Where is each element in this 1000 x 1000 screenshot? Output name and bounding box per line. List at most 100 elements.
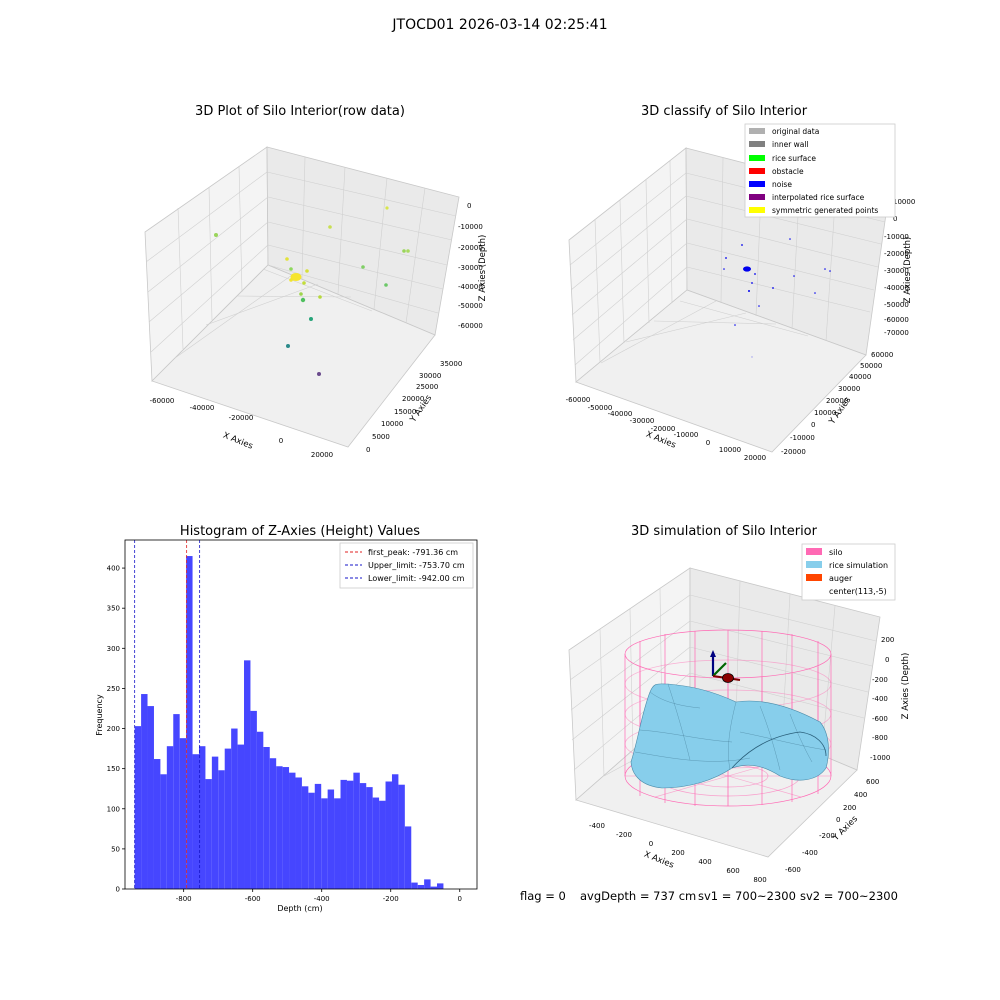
histogram-bar (166, 746, 174, 889)
x-tick: -200 (616, 831, 632, 839)
histogram-bar (359, 783, 367, 889)
legend-swatch-obstacle (749, 168, 765, 174)
histogram-bars (134, 556, 444, 889)
legend-swatch-silo (806, 548, 822, 555)
legend-label: auger (829, 574, 853, 583)
x-tick: -400 (314, 895, 330, 903)
histogram-bar (366, 787, 373, 889)
y-tick: 25000 (416, 383, 438, 391)
legend-label: Upper_limit: -753.70 cm (368, 561, 465, 570)
histogram-bar (173, 714, 180, 889)
legend-label: silo (829, 548, 843, 557)
y-tick: 350 (107, 605, 120, 613)
legend-label: symmetric generated points (772, 206, 878, 215)
histogram-bar (321, 798, 328, 889)
histogram-bar (417, 884, 425, 889)
legend-swatch-noise (749, 181, 765, 187)
legend-swatch-rice-simulation (806, 561, 822, 568)
x-tick: 0 (458, 895, 462, 903)
histogram-bar (147, 706, 154, 889)
x-tick: -400 (589, 822, 605, 830)
y-tick: 30000 (838, 385, 860, 393)
z-tick: -800 (872, 734, 888, 742)
z-tick: -50000 (884, 301, 909, 309)
legend-label: original data (772, 127, 819, 136)
y-tick: 60000 (871, 351, 893, 359)
depth-histogram: -800 -600 -400 -200 0 0 50 100 150 200 250 300 350 4… (95, 539, 478, 913)
z-tick: 0 (885, 656, 889, 664)
y-tick: 35000 (440, 360, 462, 368)
x-tick: -60000 (150, 397, 175, 405)
silo-simulation-3d-plot: -400 -200 0 200 400 600 800 -600 -400 -2… (568, 543, 911, 884)
x-tick: -40000 (190, 404, 215, 412)
histogram-bar (301, 786, 309, 889)
x-tick: 20000 (311, 451, 333, 459)
legend-label: Lower_limit: -942.00 cm (368, 574, 465, 583)
legend-swatch-inner-wall (749, 141, 765, 147)
figure-title: JTOCD01 2026-03-14 02:25:41 (392, 17, 608, 33)
z-tick: -400 (872, 695, 888, 703)
z-axis-label: Z Axies (Depth) (478, 235, 488, 302)
y-tick: 50000 (860, 362, 882, 370)
y-axis-label: Y Axies (830, 814, 860, 844)
x-tick: -800 (176, 895, 192, 903)
y-axis-label: Frequency (95, 694, 104, 736)
histogram-bar (334, 798, 341, 889)
y-tick: 100 (107, 805, 120, 813)
histogram-bar (346, 780, 354, 889)
histogram-bar (340, 779, 347, 889)
z-tick: -50000 (458, 302, 483, 310)
z-tick: 10000 (893, 198, 915, 206)
x-tick: 0 (649, 840, 653, 848)
histogram-bar (141, 694, 148, 889)
histogram-bar (289, 772, 296, 889)
x-tick: -50000 (588, 404, 613, 412)
y-tick: 5000 (372, 433, 390, 441)
legend-label: first_peak: -791.36 cm (368, 548, 458, 557)
histogram-frame (124, 539, 478, 890)
z-axis-label: Z Axies (Depth) (903, 237, 913, 304)
histogram-bar (186, 556, 193, 889)
histogram-reference-lines (134, 540, 201, 889)
histogram-bar (282, 767, 290, 889)
histogram-bar (308, 792, 315, 889)
legend-label: interpolated rice surface (772, 193, 865, 202)
plot1-title: 3D Plot of Silo Interior(row data) (195, 104, 405, 119)
histogram-bar (244, 660, 251, 889)
y-ticks: 0 50 100 150 200 250 300 350 400 (107, 565, 125, 894)
x-tick: -10000 (674, 431, 699, 439)
legend-swatch-rice-surface (749, 155, 765, 161)
histogram-bar (424, 879, 431, 889)
histogram-bar (160, 774, 167, 889)
z-tick: -30000 (884, 267, 909, 275)
auger-marker (710, 650, 741, 683)
x-tick: 600 (726, 867, 739, 875)
z-tick: 0 (893, 215, 897, 223)
y-tick: 200 (107, 725, 120, 733)
y-tick: 20000 (826, 397, 848, 405)
legend-swatch-interpolated-rice-surface (749, 194, 765, 200)
histogram-bar (192, 754, 199, 889)
z-tick: -20000 (458, 244, 483, 252)
x-tick: 800 (753, 876, 766, 884)
classified-scatter-3d-plot: -60000 -50000 -40000 -30000 -20000 -1000… (566, 123, 915, 462)
y-tick: 10000 (814, 409, 836, 417)
y-tick: -10000 (790, 434, 815, 442)
x-tick: 200 (671, 849, 684, 857)
plot2-title: 3D classify of Silo Interior (640, 104, 808, 119)
raw-scatter-3d-plot: -60000 -40000 -20000 0 20000 0 5000 1000… (144, 146, 488, 459)
classify-legend: original data inner wall rice surface ob… (744, 123, 896, 218)
y-tick: 150 (107, 765, 120, 773)
y-tick: 250 (107, 685, 120, 693)
legend-label: rice simulation (829, 561, 888, 570)
simulation-legend: silo rice simulation auger center(113,-5… (801, 543, 896, 601)
y-tick: 50 (111, 845, 120, 853)
y-tick: 300 (107, 645, 120, 653)
histogram-bar (391, 774, 399, 889)
legend-label: obstacle (772, 167, 804, 176)
x-tick: -30000 (630, 417, 655, 425)
histogram-bar (231, 728, 238, 889)
status-flag: flag = 0 (520, 889, 566, 903)
legend-swatch-symmetric-generated-points (749, 207, 765, 213)
histogram-legend: first_peak: -791.36 cm Upper_limit: -753… (339, 542, 474, 589)
